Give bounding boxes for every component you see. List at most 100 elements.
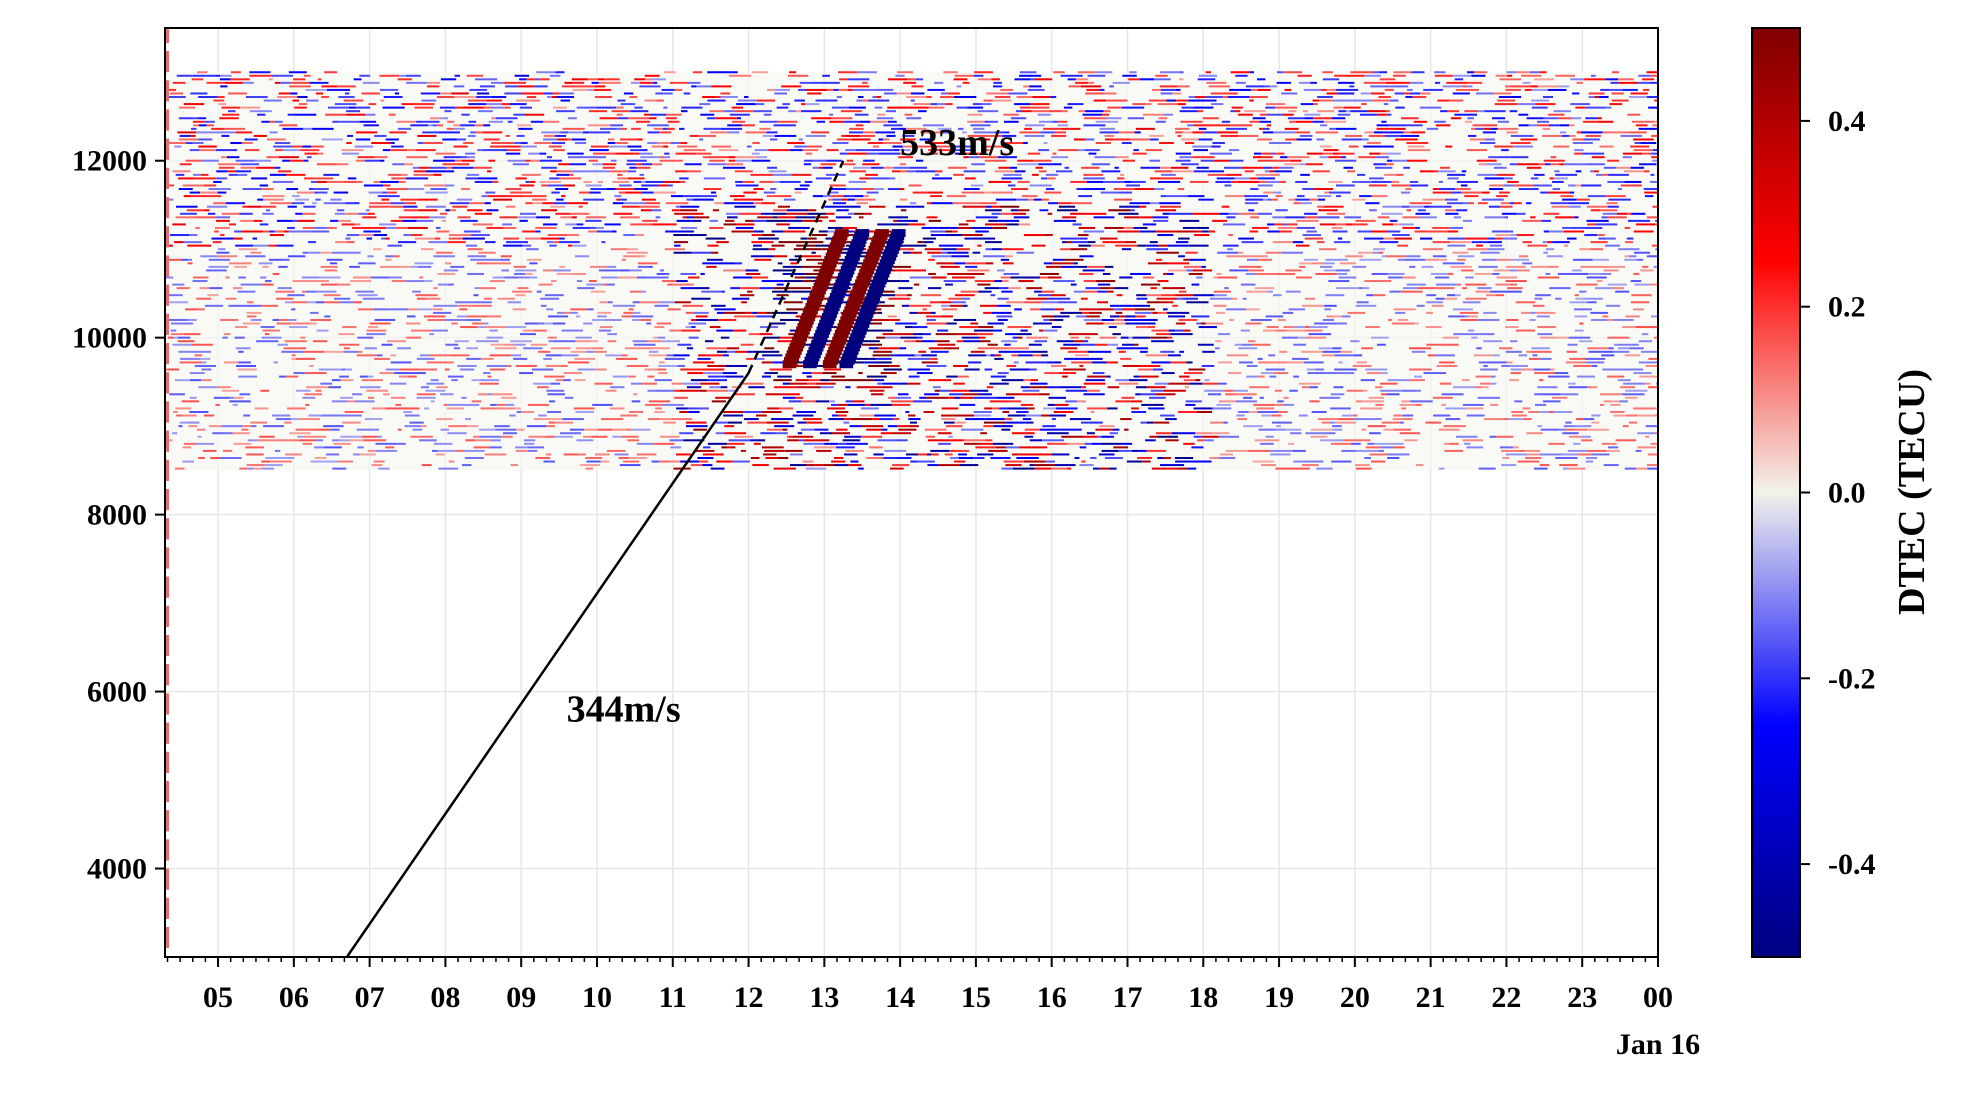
dtec-cell	[520, 142, 527, 144]
dtec-cell	[391, 361, 412, 363]
dtec-cell	[1242, 241, 1264, 243]
dtec-cell	[1255, 439, 1263, 441]
dtec-cell	[266, 156, 278, 158]
dtec-cell	[570, 429, 584, 431]
dtec-cell	[1552, 181, 1564, 183]
dtec-cell	[1331, 443, 1351, 445]
dtec-cell	[1258, 213, 1272, 215]
dtec-cell	[723, 269, 745, 271]
dtec-cell	[886, 110, 896, 112]
dtec-cell	[1153, 422, 1169, 424]
dtec-cell	[957, 248, 970, 250]
dtec-cell	[547, 241, 553, 243]
dtec-cell	[1602, 315, 1608, 317]
dtec-cell	[457, 199, 473, 201]
dtec-cell	[978, 78, 992, 80]
dtec-cell	[1152, 89, 1161, 91]
dtec-cell	[1289, 121, 1295, 123]
dtec-cell	[932, 255, 952, 257]
dtec-cell	[254, 220, 263, 222]
dtec-cell	[310, 461, 323, 463]
dtec-cell	[1026, 422, 1034, 424]
dtec-cell	[1407, 124, 1423, 126]
dtec-cell	[550, 206, 565, 208]
dtec-cell	[555, 436, 573, 438]
dtec-cell	[1306, 163, 1323, 165]
dtec-cell	[724, 432, 746, 434]
dtec-cell	[1603, 213, 1617, 215]
dtec-cell	[1506, 453, 1528, 455]
dtec-cell	[979, 340, 990, 342]
dtec-cell	[368, 397, 374, 399]
dtec-cell	[607, 188, 616, 190]
dtec-cell	[1116, 312, 1123, 314]
dtec-cell	[279, 439, 298, 441]
dtec-cell	[193, 121, 205, 123]
dtec-cell	[1146, 294, 1161, 296]
dtec-cell	[598, 312, 612, 314]
dtec-cell	[293, 78, 305, 80]
dtec-cell	[368, 450, 376, 452]
dtec-cell	[811, 117, 831, 119]
dtec-cell	[1272, 199, 1278, 201]
dtec-cell	[1081, 298, 1088, 300]
dtec-cell	[1120, 305, 1133, 307]
dtec-cell	[299, 103, 307, 105]
dtec-cell	[824, 443, 829, 445]
dtec-cell	[555, 422, 573, 424]
dtec-cell	[968, 361, 981, 363]
dtec-cell	[779, 241, 798, 243]
dtec-cell	[623, 461, 639, 463]
dtec-cell	[525, 128, 533, 130]
dtec-cell	[1016, 110, 1022, 112]
dtec-cell	[1581, 436, 1591, 438]
dtec-cell	[1587, 347, 1608, 349]
dtec-cell	[515, 269, 536, 271]
dtec-cell	[1631, 280, 1642, 282]
dtec-cell	[935, 340, 950, 342]
dtec-cell	[1305, 461, 1323, 463]
dtec-cell	[291, 358, 295, 360]
dtec-cell	[1183, 330, 1191, 332]
dtec-cell	[613, 376, 629, 378]
dtec-cell	[1353, 365, 1372, 367]
dtec-cell	[696, 153, 711, 155]
dtec-cell	[1107, 291, 1114, 293]
dtec-cell	[366, 390, 388, 392]
dtec-cell	[234, 397, 243, 399]
dtec-cell	[443, 163, 458, 165]
dtec-cell	[1064, 358, 1081, 360]
dtec-cell	[954, 96, 976, 98]
dtec-cell	[702, 464, 712, 466]
dtec-cell	[677, 146, 697, 148]
dtec-cell	[1387, 393, 1400, 395]
dtec-cell	[213, 241, 222, 243]
dtec-cell	[523, 330, 534, 332]
dtec-cell	[762, 354, 782, 356]
dtec-cell	[1507, 287, 1522, 289]
dtec-cell	[1009, 92, 1028, 94]
dtec-cell	[754, 202, 762, 204]
dtec-cell	[671, 418, 692, 420]
dtec-cell	[218, 386, 231, 388]
dtec-cell	[691, 379, 708, 381]
dtec-cell	[191, 128, 197, 130]
dtec-cell	[291, 308, 295, 310]
dtec-cell	[875, 89, 893, 91]
dtec-cell	[1552, 206, 1569, 208]
dtec-cell	[926, 365, 946, 367]
dtec-cell	[656, 216, 661, 218]
dtec-cell	[633, 153, 639, 155]
dtec-cell	[1511, 372, 1521, 374]
dtec-cell	[1466, 298, 1487, 300]
dtec-cell	[909, 312, 917, 314]
dtec-cell	[717, 351, 727, 353]
dtec-cell	[922, 361, 938, 363]
dtec-cell	[1464, 195, 1478, 197]
dtec-cell	[1066, 241, 1072, 243]
dtec-cell	[1238, 114, 1253, 116]
dtec-cell	[1030, 103, 1049, 105]
dtec-cell	[590, 266, 607, 268]
dtec-cell	[1625, 397, 1638, 399]
dtec-cell	[1022, 195, 1038, 197]
